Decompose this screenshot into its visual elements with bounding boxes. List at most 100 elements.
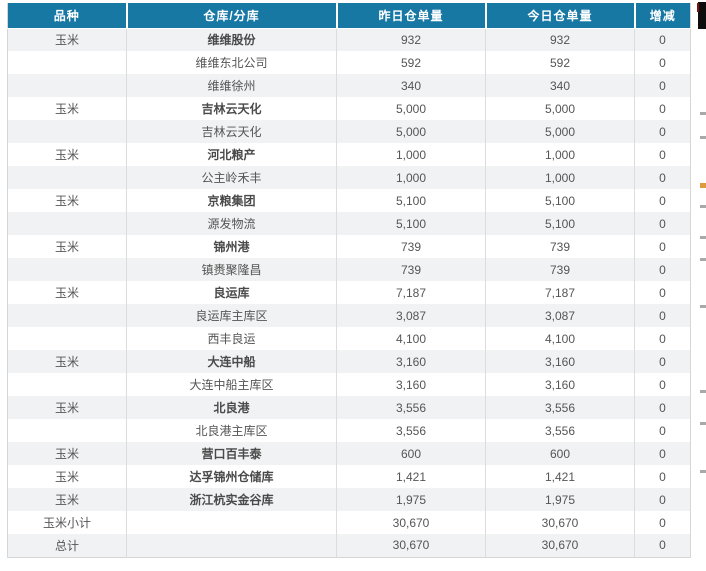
- table-row: 吉林云天化 5,000 5,000 0: [7, 120, 691, 143]
- variety-cell: [7, 373, 127, 396]
- today-qty-cell: 3,160: [485, 373, 635, 396]
- variety-cell: [7, 258, 127, 281]
- today-qty-cell: 1,000: [485, 143, 635, 166]
- clipped-content-fragment: [700, 136, 706, 139]
- warehouse-cell: 锦州港: [126, 235, 337, 258]
- table-row: 源发物流 5,100 5,100 0: [7, 212, 691, 235]
- change-cell: 0: [634, 304, 691, 327]
- table-row: 玉米 河北粮产 1,000 1,000 0: [7, 143, 691, 166]
- change-cell: 0: [634, 350, 691, 373]
- warehouse-cell: 北良港: [126, 396, 337, 419]
- clipped-content-fragment: [700, 236, 706, 239]
- clipped-content-fragment: [700, 305, 706, 308]
- variety-cell: [7, 212, 127, 235]
- change-cell: 0: [634, 74, 691, 97]
- warehouse-cell: [126, 534, 337, 557]
- today-qty-cell: 3,160: [485, 350, 635, 373]
- yesterday-qty-cell: 5,100: [336, 212, 486, 235]
- today-qty-cell: 739: [485, 235, 635, 258]
- change-cell: 0: [634, 442, 691, 465]
- clipped-content-fragment: [700, 205, 706, 208]
- clipped-content-fragment: [700, 422, 706, 425]
- variety-cell: [7, 51, 127, 74]
- variety-cell: 玉米: [7, 396, 127, 419]
- table-row: 玉米 维维股份 932 932 0: [7, 28, 691, 51]
- warehouse-receipt-table: 品种 仓库/分库 昨日仓单量 今日仓单量 增减 玉米 维维股份 932 932 0 维维东…: [7, 3, 691, 558]
- clipped-content-fragment: [700, 470, 706, 473]
- table-row: 玉米 浙江杭实金谷库 1,975 1,975 0: [7, 488, 691, 511]
- table-row: 玉米 吉林云天化 5,000 5,000 0: [7, 97, 691, 120]
- change-cell: 0: [634, 373, 691, 396]
- yesterday-qty-cell: 340: [336, 74, 486, 97]
- table-row: 大连中船主库区 3,160 3,160 0: [7, 373, 691, 396]
- table-row: 维维徐州 340 340 0: [7, 74, 691, 97]
- table-row: 镇赉聚隆昌 739 739 0: [7, 258, 691, 281]
- variety-cell: 玉米: [7, 235, 127, 258]
- change-cell: 0: [634, 28, 691, 51]
- table-row: 总计 30,670 30,670 0: [7, 534, 691, 557]
- table-row: 玉米 北良港 3,556 3,556 0: [7, 396, 691, 419]
- table-row: 玉米 锦州港 739 739 0: [7, 235, 691, 258]
- table-row: 玉米小计 30,670 30,670 0: [7, 511, 691, 534]
- change-cell: 0: [634, 51, 691, 74]
- change-cell: 0: [634, 120, 691, 143]
- table-row: 玉米 京粮集团 5,100 5,100 0: [7, 189, 691, 212]
- yesterday-qty-cell: 5,000: [336, 120, 486, 143]
- warehouse-cell: 源发物流: [126, 212, 337, 235]
- today-qty-cell: 932: [485, 28, 635, 51]
- yesterday-qty-cell: 1,000: [336, 166, 486, 189]
- today-qty-cell: 3,556: [485, 396, 635, 419]
- today-qty-cell: 600: [485, 442, 635, 465]
- yesterday-qty-cell: 3,556: [336, 419, 486, 442]
- yesterday-qty-cell: 4,100: [336, 327, 486, 350]
- table-row: 公主岭禾丰 1,000 1,000 0: [7, 166, 691, 189]
- warehouse-cell: 镇赉聚隆昌: [126, 258, 337, 281]
- table-row: 西丰良运 4,100 4,100 0: [7, 327, 691, 350]
- change-cell: 0: [634, 258, 691, 281]
- warehouse-cell: 良运库: [126, 281, 337, 304]
- yesterday-qty-cell: 5,000: [336, 97, 486, 120]
- warehouse-cell: 营口百丰泰: [126, 442, 337, 465]
- variety-cell: 玉米: [7, 143, 127, 166]
- yesterday-qty-cell: 3,556: [336, 396, 486, 419]
- yesterday-qty-cell: 600: [336, 442, 486, 465]
- warehouse-cell: 维维东北公司: [126, 51, 337, 74]
- variety-cell: 玉米: [7, 28, 127, 51]
- today-qty-cell: 340: [485, 74, 635, 97]
- warehouse-cell: 京粮集团: [126, 189, 337, 212]
- warehouse-cell: 吉林云天化: [126, 120, 337, 143]
- table-row: 北良港主库区 3,556 3,556 0: [7, 419, 691, 442]
- table-row: 玉米 大连中船 3,160 3,160 0: [7, 350, 691, 373]
- yesterday-qty-cell: 1,421: [336, 465, 486, 488]
- variety-cell: [7, 304, 127, 327]
- table-row: 玉米 达孚锦州仓储库 1,421 1,421 0: [7, 465, 691, 488]
- change-cell: 0: [634, 419, 691, 442]
- today-qty-cell: 4,100: [485, 327, 635, 350]
- variety-cell: 玉米: [7, 442, 127, 465]
- change-cell: 0: [634, 396, 691, 419]
- warehouse-cell: [126, 511, 337, 534]
- today-qty-cell: 1,421: [485, 465, 635, 488]
- warehouse-cell: 西丰良运: [126, 327, 337, 350]
- yesterday-qty-cell: 3,160: [336, 350, 486, 373]
- yesterday-qty-cell: 739: [336, 235, 486, 258]
- variety-cell: 玉米: [7, 350, 127, 373]
- yesterday-qty-cell: 30,670: [336, 511, 486, 534]
- variety-cell: [7, 74, 127, 97]
- clipped-window-red-sliver: [697, 3, 699, 12]
- today-qty-cell: 7,187: [485, 281, 635, 304]
- warehouse-cell: 达孚锦州仓储库: [126, 465, 337, 488]
- variety-cell: 玉米: [7, 281, 127, 304]
- variety-cell: 总计: [7, 534, 127, 557]
- yesterday-qty-cell: 3,160: [336, 373, 486, 396]
- table-header: 品种 仓库/分库 昨日仓单量 今日仓单量 增减: [7, 3, 691, 29]
- warehouse-cell: 良运库主库区: [126, 304, 337, 327]
- warehouse-cell: 维维股份: [126, 28, 337, 51]
- yesterday-qty-cell: 30,670: [336, 534, 486, 557]
- yesterday-qty-cell: 7,187: [336, 281, 486, 304]
- today-qty-cell: 592: [485, 51, 635, 74]
- yesterday-qty-cell: 1,000: [336, 143, 486, 166]
- warehouse-cell: 吉林云天化: [126, 97, 337, 120]
- table-body: 玉米 维维股份 932 932 0 维维东北公司 592 592 0 维维徐州 340 340 0 玉米吉…: [7, 28, 691, 557]
- change-cell: 0: [634, 281, 691, 304]
